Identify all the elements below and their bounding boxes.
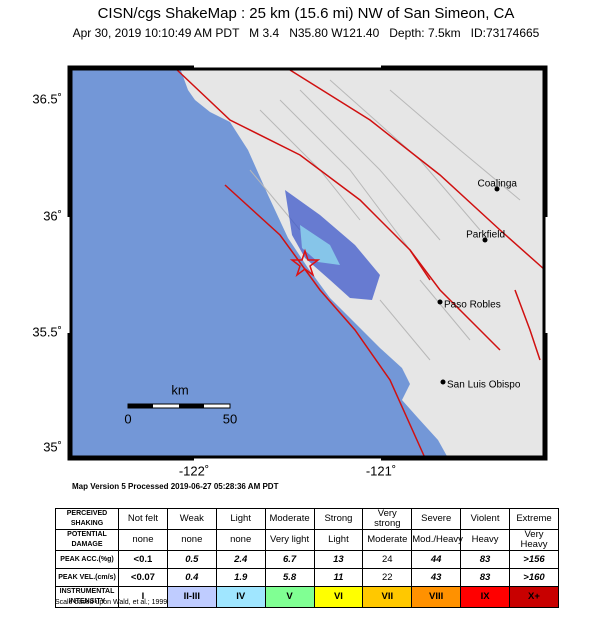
legend-cell: X+: [509, 586, 559, 608]
legend-cell: Moderate: [264, 508, 315, 530]
legend-cell: >160: [509, 568, 559, 587]
legend-cell: 6.7: [264, 550, 315, 569]
epicenter: [289, 248, 321, 278]
row-header: INSTRUMENTAL INTENSITY: [55, 586, 119, 608]
legend-cell: Violent: [460, 508, 510, 530]
legend-cell: Light: [215, 508, 266, 530]
legend-row: PEAK ACC.(%g) <0.1 0.5 2.4 6.7 13 24 44 83 >156: [55, 550, 559, 569]
legend-cell: 44: [411, 550, 462, 569]
scale-end: 50: [223, 411, 237, 426]
lon-label: -121˚: [366, 463, 396, 478]
legend-cell: Moderate: [362, 529, 413, 551]
legend-cell: Light: [313, 529, 364, 551]
legend-cell: II-III: [166, 586, 217, 608]
legend-cell: 2.4: [215, 550, 266, 569]
city-label: Parkfield: [466, 230, 505, 241]
legend-cell: 0.5: [166, 550, 217, 569]
legend-cell: Extreme: [509, 508, 559, 530]
legend-cell: none: [166, 529, 217, 551]
scale-start: 0: [124, 411, 131, 426]
legend-cell: VII: [362, 586, 413, 608]
map-version: Map Version 5 Processed 2019-06-27 05:28…: [72, 482, 279, 491]
frame-ticks: [66, 64, 549, 462]
legend-cell: <0.1: [118, 550, 168, 569]
legend-row: POTENTIAL DAMAGE none none none Very light Li…: [55, 529, 559, 551]
lat-label: 36˚: [43, 208, 62, 223]
legend-cell: Mod./Heavy: [411, 529, 463, 551]
legend-cell: 43: [411, 568, 462, 587]
shaking-area: [285, 190, 380, 300]
legend-cell: Weak: [166, 508, 217, 530]
lon-label: -122˚: [179, 463, 209, 478]
legend-cell: <0.07: [118, 568, 168, 587]
scale-bar: km 0 50: [124, 382, 237, 426]
intensity-legend: PERCEIVED SHAKING Not felt Weak Light Modera…: [55, 508, 559, 608]
faults: [174, 67, 546, 459]
row-header: PERCEIVED SHAKING: [55, 508, 119, 530]
legend-cell: Not felt: [118, 508, 168, 530]
lat-label: 35.5˚: [32, 324, 62, 339]
map-frame: [67, 65, 548, 461]
legend-cell: Very light: [264, 529, 315, 551]
legend-row: PEAK VEL.(cm/s) <0.07 0.4 1.9 5.8 11 22 43 83 >16…: [55, 568, 559, 587]
legend-cell: Heavy: [460, 529, 510, 551]
legend-cell: 11: [313, 568, 364, 587]
row-header: PEAK VEL.(cm/s): [55, 568, 119, 587]
legend-cell: Strong: [313, 508, 364, 530]
city-label: San Luis Obispo: [447, 380, 521, 391]
city-label: Coalinga: [478, 179, 518, 190]
legend-cell: Very Heavy: [509, 529, 559, 551]
lat-label: 35˚: [43, 439, 62, 454]
legend-row: PERCEIVED SHAKING Not felt Weak Light Modera…: [55, 508, 559, 530]
title: CISN/cgs ShakeMap : 25 km (15.6 mi) NW o…: [98, 5, 515, 22]
row-header: POTENTIAL DAMAGE: [55, 529, 119, 551]
legend-cell: >156: [509, 550, 559, 569]
legend-cell: I: [118, 586, 168, 608]
legend-cell: VIII: [411, 586, 462, 608]
legend-cell: 22: [362, 568, 413, 587]
footer: Scale based upon Wald, et al.; 1999: [55, 599, 168, 606]
legend-cell: none: [215, 529, 266, 551]
shaking-core: [300, 225, 340, 265]
city-dot: [494, 186, 500, 192]
city-dot: [482, 237, 488, 243]
scale-unit: km: [171, 382, 188, 397]
legend-cell: V: [264, 586, 315, 608]
legend-cell: Severe: [411, 508, 462, 530]
legend-cell: none: [118, 529, 168, 551]
city-dot: [437, 299, 443, 305]
legend-cell: IV: [215, 586, 266, 608]
subtitle: Apr 30, 2019 10:10:49 AM PDT M 3.4 N35.8…: [73, 26, 540, 40]
city-label: Paso Robles: [444, 300, 501, 311]
legend-cell: VI: [313, 586, 364, 608]
legend-cell: 24: [362, 550, 413, 569]
legend-row: INSTRUMENTAL INTENSITY I II-III IV V VI VII VII…: [55, 586, 559, 608]
legend-cell: 0.4: [166, 568, 217, 587]
legend-cell: IX: [460, 586, 510, 608]
row-header: PEAK ACC.(%g): [55, 550, 119, 569]
lat-label: 36.5˚: [32, 91, 62, 106]
legend-cell: 1.9: [215, 568, 266, 587]
city-dot: [440, 379, 446, 385]
legend-cell: Very strong: [362, 508, 413, 530]
legend-cell: 13: [313, 550, 364, 569]
legend-cell: 83: [460, 550, 510, 569]
legend-cell: 83: [460, 568, 510, 587]
legend-cell: 5.8: [264, 568, 315, 587]
map-figure: CISN/cgs ShakeMap : 25 km (15.6 mi) NW o…: [32, 5, 549, 491]
